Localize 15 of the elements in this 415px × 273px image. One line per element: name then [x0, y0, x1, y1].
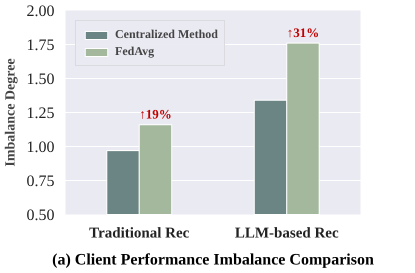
annotation: ↑19%: [139, 106, 172, 122]
annotation: ↑31%: [286, 25, 320, 40]
legend-label: Centralized Method: [115, 27, 218, 42]
y-tick-label: 0.50: [26, 207, 54, 224]
y-tick-label: 1.00: [26, 139, 54, 156]
legend-label: FedAvg: [115, 44, 154, 59]
y-tick-label: 2.00: [26, 3, 54, 20]
y-tick-label: 1.50: [26, 71, 54, 88]
y-tick-label: 0.75: [26, 173, 54, 190]
x-tick-label: Traditional Rec: [89, 226, 190, 242]
x-tick-label: LLM-based Rec: [234, 226, 339, 242]
y-tick-label: 1.25: [26, 105, 54, 122]
text: (a) Client Performance Imbalance Comparison: [52, 252, 374, 268]
y-axis-title: Imbalance Degree: [4, 58, 18, 167]
y-tick-label: 1.75: [26, 37, 54, 54]
